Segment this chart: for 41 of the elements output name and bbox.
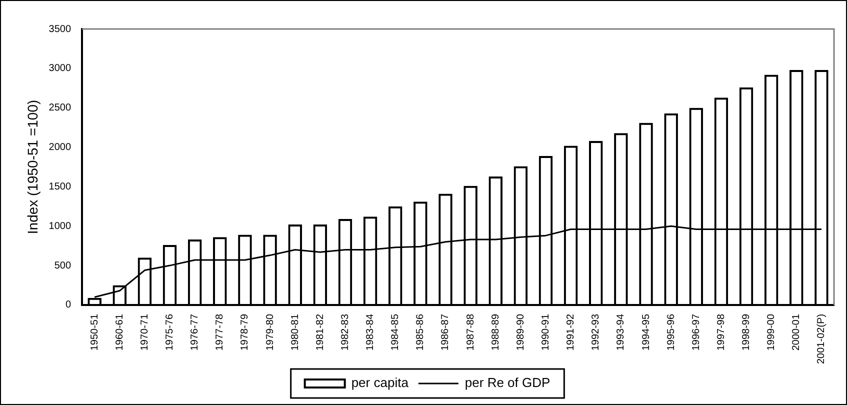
x-tick-label: 1992-93: [590, 314, 602, 351]
x-tick-label: 1993-94: [616, 314, 627, 351]
x-tick-label: 1986-87: [440, 314, 452, 351]
x-tick-label: 1989-90: [515, 314, 526, 351]
x-tick-label: 1999-00: [766, 314, 778, 351]
x-tick-label: 1991-92: [566, 314, 577, 351]
x-tick-label: 1987-88: [465, 314, 476, 351]
x-tick-label: 1970-71: [139, 314, 150, 351]
x-tick-label: 1982-83: [340, 314, 351, 351]
x-tick-label: 1988-89: [490, 314, 502, 351]
x-tick-label: 1985-86: [415, 314, 426, 351]
x-tick-label: 1983-84: [365, 314, 376, 351]
x-tick-label: 1950-51: [89, 314, 100, 351]
x-tick-label: 1995-96: [666, 314, 677, 351]
y-tick-label: 2000: [48, 142, 72, 154]
legend-label: per capita: [351, 375, 410, 390]
y-tick-label: 3000: [48, 63, 72, 74]
x-tick-label: 1975-76: [164, 314, 176, 351]
x-tick-label: 1990-91: [540, 314, 552, 351]
y-tick-label: 2500: [48, 102, 72, 114]
x-tick-label: 1977-78: [214, 314, 226, 351]
y-tick-label: 3500: [48, 24, 72, 35]
x-tick-label: 1997-98: [716, 314, 727, 351]
x-tick-label: 1996-97: [690, 314, 702, 351]
x-tick-label: 1976-77: [190, 314, 201, 351]
x-tick-label: 1998-99: [741, 314, 752, 351]
x-tick-label: 1978-79: [240, 314, 251, 351]
x-tick-label: 1981-82: [314, 314, 326, 351]
x-tick-label: 1984-85: [390, 314, 402, 351]
x-tick-label: 1980-81: [290, 314, 301, 351]
y-tick-label: 0: [65, 300, 72, 311]
x-tick-label: 2001-02(P): [816, 314, 828, 364]
x-tick-label: 1960-61: [114, 314, 126, 351]
y-tick-label: 500: [54, 260, 72, 272]
x-tick-label: 1994-95: [640, 314, 652, 351]
y-axis-title: Index (1950-51 =100): [24, 100, 40, 234]
x-tick-label: 2000-01: [791, 314, 802, 351]
y-tick-label: 1500: [48, 181, 72, 192]
legend-label: per Re of GDP: [464, 375, 550, 390]
x-tick-label: 1979-80: [264, 314, 276, 351]
y-tick-label: 1000: [48, 220, 72, 232]
